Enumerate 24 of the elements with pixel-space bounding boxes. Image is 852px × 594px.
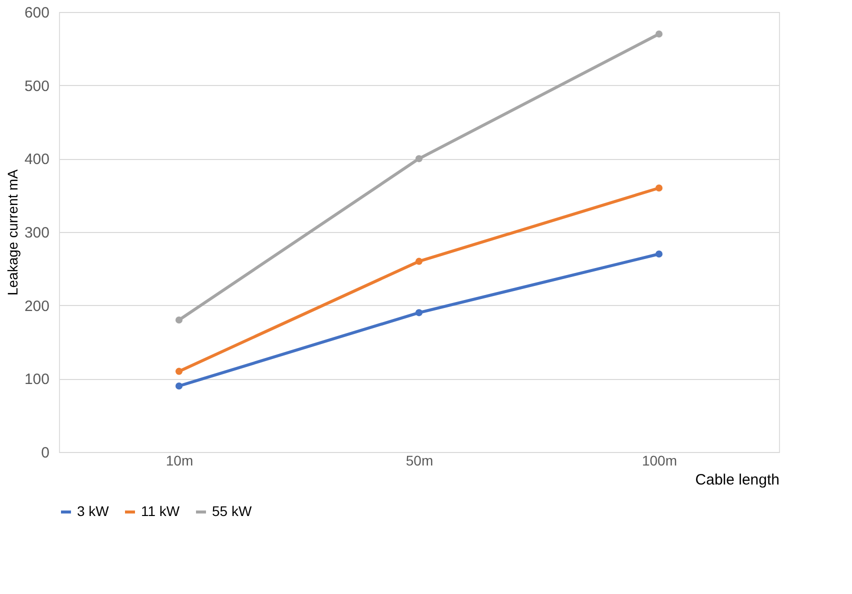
- point: [175, 368, 183, 375]
- point: [175, 316, 183, 324]
- y-tick-label: 0: [41, 444, 50, 462]
- legend-label: 3 kW: [77, 503, 110, 519]
- x-tick-label: 50m: [406, 452, 434, 468]
- x-axis-title: Cable length: [695, 472, 780, 488]
- y-tick-label: 500: [24, 78, 50, 95]
- point: [415, 155, 423, 162]
- point: [655, 184, 663, 192]
- point: [175, 382, 183, 390]
- x-tick-label: 10m: [166, 452, 194, 468]
- y-tick-label: 200: [24, 298, 50, 315]
- y-tick-label: 100: [24, 371, 50, 388]
- y-tick-label: 300: [24, 224, 50, 242]
- legend-label: 11 kW: [141, 503, 180, 519]
- x-tick-label: 100m: [642, 452, 678, 468]
- point: [655, 250, 663, 258]
- y-axis-title: Leakage current mA: [4, 168, 20, 296]
- legend-label: 55 kW: [212, 503, 252, 519]
- y-tick-label: 600: [24, 4, 50, 22]
- point: [415, 309, 423, 316]
- y-tick-label: 400: [24, 151, 50, 168]
- point: [655, 30, 663, 38]
- point: [415, 258, 423, 265]
